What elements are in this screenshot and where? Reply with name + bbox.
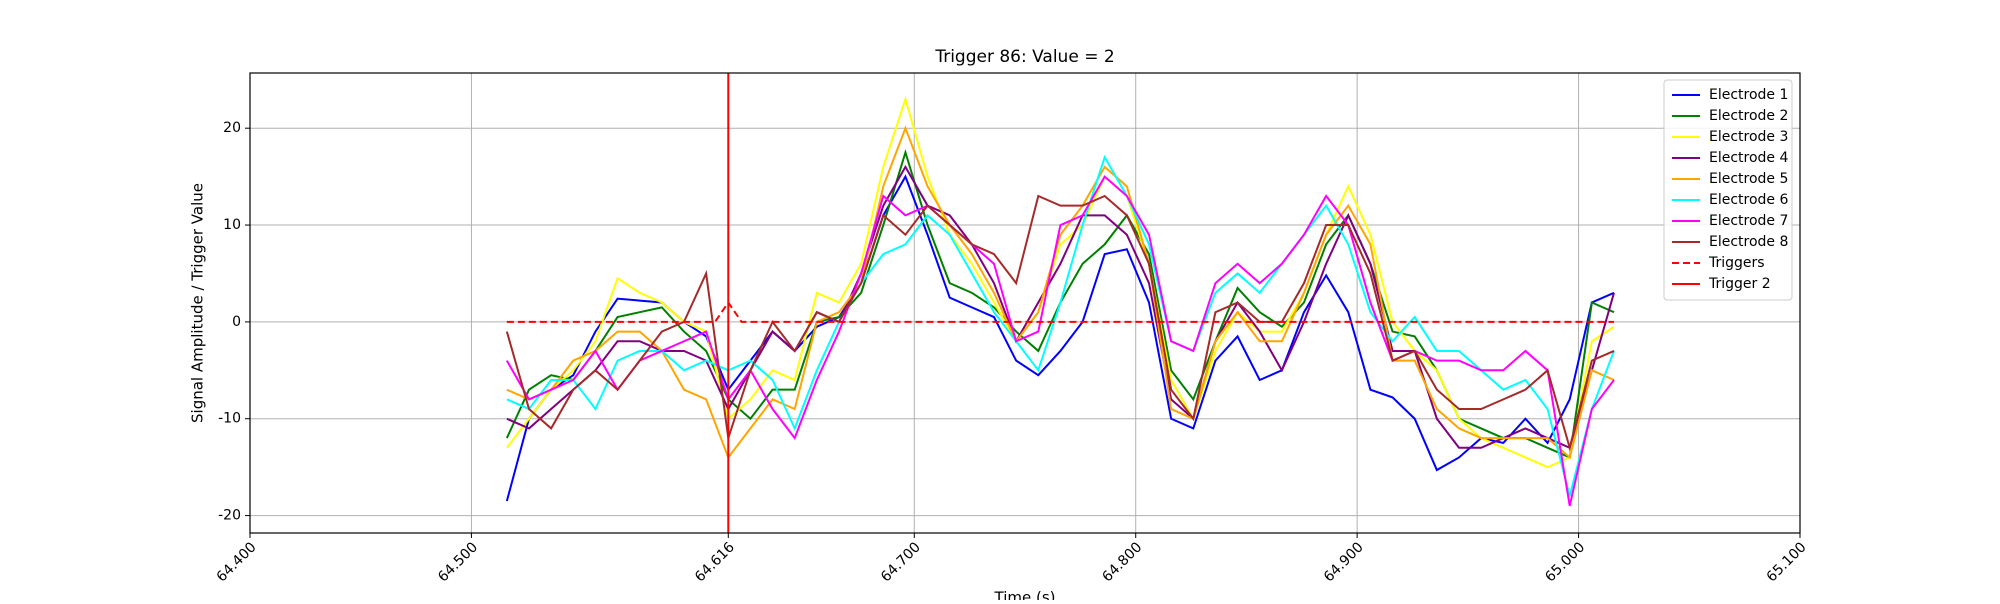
legend-label: Electrode 7 [1709, 213, 1788, 229]
x-tick-label: 64.800 [1099, 539, 1145, 585]
y-tick-label: 0 [232, 314, 241, 330]
legend-label: Electrode 2 [1709, 108, 1788, 124]
series-line [505, 174, 1615, 502]
y-tick-label: 20 [223, 120, 241, 136]
x-tick-label: 65.000 [1542, 539, 1588, 585]
y-tick-label: -20 [218, 508, 241, 524]
legend-label: Triggers [1708, 255, 1765, 271]
plot-frame [249, 72, 1801, 534]
legend-label: Electrode 5 [1709, 171, 1788, 187]
series-line [506, 154, 1615, 497]
chart-title: Trigger 86: Value = 2 [934, 47, 1114, 67]
x-tick-label: 64.700 [878, 539, 924, 585]
x-tick-label: 64.900 [1321, 539, 1367, 585]
x-tick-label: 65.100 [1764, 539, 1810, 585]
series-line [506, 95, 1615, 469]
legend-label: Electrode 6 [1709, 192, 1788, 208]
legend-label: Trigger 2 [1708, 276, 1771, 292]
legend-box [1663, 79, 1793, 301]
legend-label: Electrode 3 [1709, 129, 1788, 145]
legend-label: Electrode 4 [1709, 150, 1788, 166]
y-tick-label: -10 [218, 411, 241, 427]
x-tick-label: 64.616 [692, 539, 738, 585]
x-tick-label: 64.400 [214, 539, 260, 585]
x-tick-label: 64.500 [435, 539, 481, 585]
series-line [506, 125, 1615, 460]
x-axis-label: Time (s) [994, 589, 1056, 601]
y-tick-label: 10 [223, 217, 241, 233]
y-axis-label: Signal Amplitude / Trigger Value [189, 183, 207, 423]
series-line [505, 194, 1615, 452]
legend-label: Electrode 8 [1709, 234, 1788, 250]
series-line [506, 164, 1615, 450]
series-line [505, 175, 1615, 507]
legend-label: Electrode 1 [1709, 87, 1788, 103]
legend: Electrode 1 Electrode 2 Electrode 3 Electro… [1663, 79, 1793, 301]
